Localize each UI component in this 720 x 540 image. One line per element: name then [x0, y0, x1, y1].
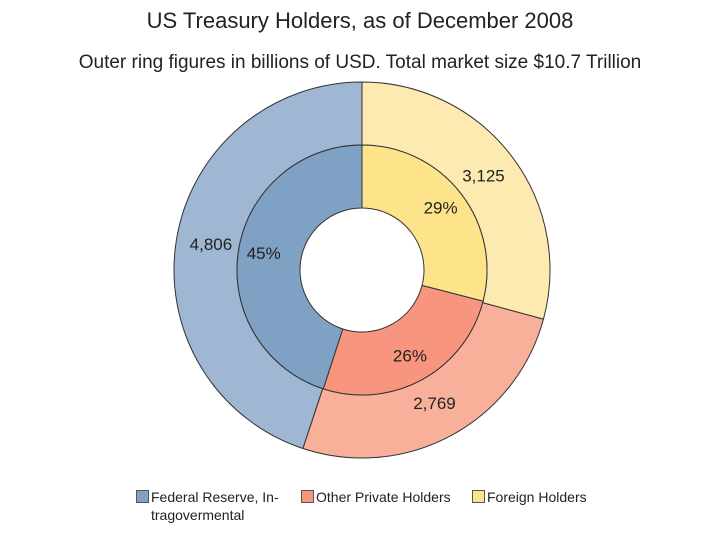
legend-swatch [301, 490, 314, 503]
legend-label: Federal Reserve, In-tragovermental [151, 489, 279, 523]
inner-ring-slice-0 [236, 144, 363, 390]
legend-swatch [136, 490, 149, 503]
chart-title: US Treasury Holders, as of December 2008 [146, 8, 574, 33]
outer-value-label-1: 2,769 [413, 394, 456, 413]
inner-percent-label-2: 29% [424, 199, 458, 218]
outer-value-label-2: 3,125 [462, 166, 505, 185]
inner-ring-slice-1 [322, 284, 484, 396]
inner-ring-slice-2 [361, 144, 488, 302]
legend-swatch [472, 490, 485, 503]
outer-value-label-0: 4,806 [190, 235, 233, 254]
inner-percent-label-0: 45% [247, 244, 281, 263]
inner-percent-label-1: 26% [393, 347, 427, 366]
legend-label: Other Private Holders [316, 489, 451, 505]
chart-subtitle: Outer ring figures in billions of USD. T… [78, 52, 642, 73]
legend-label: Foreign Holders [487, 489, 587, 505]
